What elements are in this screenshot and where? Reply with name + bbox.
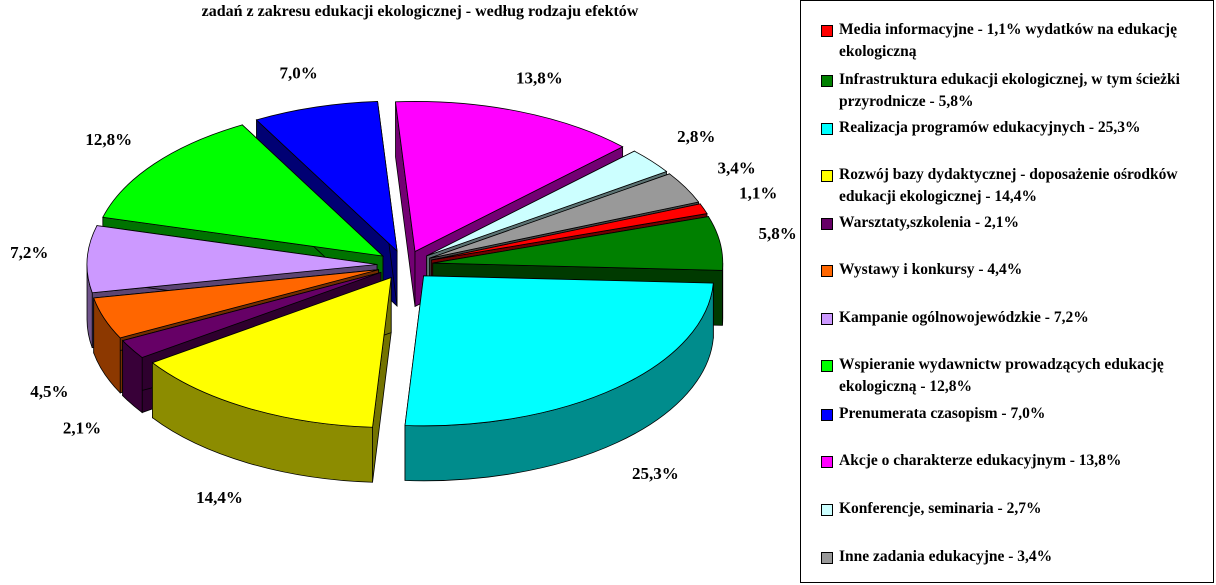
legend-item: Wystawy i konkursy - 4,4%	[819, 259, 1209, 281]
legend-label: Infrastruktura edukacji ekologicznej, w …	[839, 71, 1180, 110]
slice-top	[395, 101, 624, 253]
legend-item: Rozwój bazy dydaktycznej - doposażenie o…	[819, 164, 1209, 208]
data-label: 2,8%	[677, 127, 715, 146]
legend-label: Rozwój bazy dydaktycznej - doposażenie o…	[839, 166, 1178, 205]
slice	[404, 275, 714, 482]
legend-item: Akcje o charakterze edukacyjnym - 13,8%	[819, 450, 1209, 472]
slice-top	[93, 269, 379, 339]
legend-item: Infrastruktura edukacji ekologicznej, w …	[819, 69, 1209, 113]
legend-swatch	[821, 409, 833, 421]
legend-label: Akcje o charakterze edukacyjnym - 13,8%	[839, 452, 1122, 469]
legend-swatch	[821, 504, 833, 516]
data-label: 2,1%	[63, 418, 101, 437]
slice-top	[426, 150, 668, 257]
data-label: 1,1%	[739, 183, 777, 202]
legend-item: Wspieranie wydawnictw prowadzących eduka…	[819, 354, 1209, 398]
legend-swatch	[821, 123, 833, 135]
slice-top	[121, 272, 382, 358]
legend-label: Wspieranie wydawnictw prowadzących eduka…	[839, 356, 1164, 395]
legend: Media informacyjne - 1,1% wydatków na ed…	[800, 0, 1214, 583]
legend-label: Media informacyjne - 1,1% wydatków na ed…	[839, 21, 1177, 60]
legend-label: Konferencje, seminaria - 2,7%	[839, 500, 1042, 517]
legend-swatch	[821, 170, 833, 182]
legend-swatch	[821, 25, 833, 37]
legend-swatch	[821, 265, 833, 277]
data-label: 7,2%	[10, 243, 48, 262]
legend-swatch	[821, 313, 833, 325]
legend-swatch	[821, 552, 833, 564]
legend-item: Realizacja programów edukacyjnych - 25,3…	[819, 117, 1209, 139]
slice-top	[431, 203, 708, 261]
slice-top	[404, 275, 714, 427]
data-label: 7,0%	[280, 63, 318, 82]
legend-swatch	[821, 456, 833, 468]
legend-swatch	[821, 360, 833, 372]
data-label: 25,3%	[632, 464, 679, 483]
legend-swatch	[821, 75, 833, 87]
data-label: 4,5%	[30, 382, 68, 401]
slice-top	[255, 101, 398, 253]
slice-top	[102, 124, 385, 257]
data-label: 14,4%	[196, 488, 243, 507]
slice-top	[429, 173, 700, 259]
legend-label: Wystawy i konkursy - 4,4%	[839, 261, 1023, 278]
legend-label: Kampanie ogólnowojewódzkie - 7,2%	[839, 309, 1089, 326]
chart-title: zadań z zakresu edukacji ekologicznej - …	[202, 3, 639, 20]
data-label: 3,4%	[718, 158, 756, 177]
legend-label: Inne zadania edukacyjne - 3,4%	[839, 548, 1053, 565]
data-label: 12,8%	[85, 130, 132, 149]
legend-item: Prenumerata czasopism - 7,0%	[819, 403, 1209, 425]
legend-item: Media informacyjne - 1,1% wydatków na ed…	[819, 19, 1209, 63]
slice-top	[86, 225, 378, 294]
legend-swatch	[821, 218, 833, 230]
legend-label: Realizacja programów edukacyjnych - 25,3…	[839, 119, 1141, 136]
legend-label: Prenumerata czasopism - 7,0%	[839, 405, 1046, 422]
data-label: 13,8%	[516, 68, 563, 87]
pie-area: zadań z zakresu edukacji ekologicznej - …	[10, 3, 797, 507]
legend-item: Konferencje, seminaria - 2,7%	[819, 498, 1209, 520]
legend-item: Warsztaty,szkolenia - 2,1%	[819, 212, 1209, 234]
slice-top	[151, 277, 392, 428]
slice-top	[432, 216, 724, 271]
data-label: 5,8%	[759, 224, 797, 243]
legend-label: Warsztaty,szkolenia - 2,1%	[839, 214, 1019, 231]
legend-item: Kampanie ogólnowojewódzkie - 7,2%	[819, 307, 1209, 329]
legend-item: Inne zadania edukacyjne - 3,4%	[819, 546, 1209, 568]
slice	[151, 277, 392, 483]
